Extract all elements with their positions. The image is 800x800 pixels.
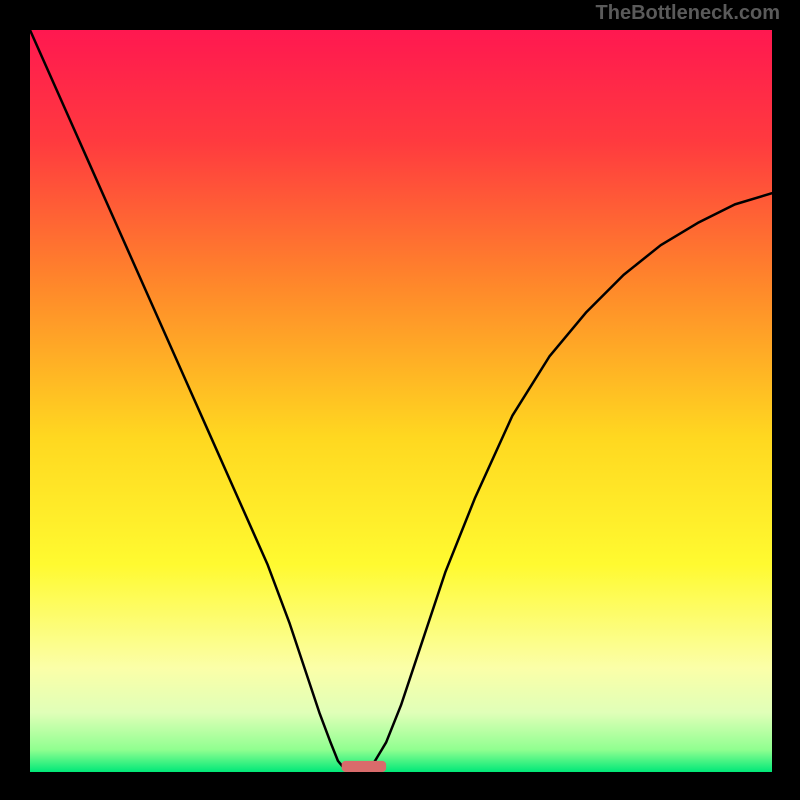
watermark-text: TheBottleneck.com <box>596 2 780 25</box>
plot-background <box>30 30 772 772</box>
plot-border-bottom <box>0 772 800 800</box>
plot-border-left <box>0 0 30 800</box>
chart-svg <box>0 0 800 800</box>
optimal-marker <box>342 761 387 772</box>
chart-container: TheBottleneck.com <box>0 0 800 800</box>
plot-border-right <box>772 0 800 800</box>
